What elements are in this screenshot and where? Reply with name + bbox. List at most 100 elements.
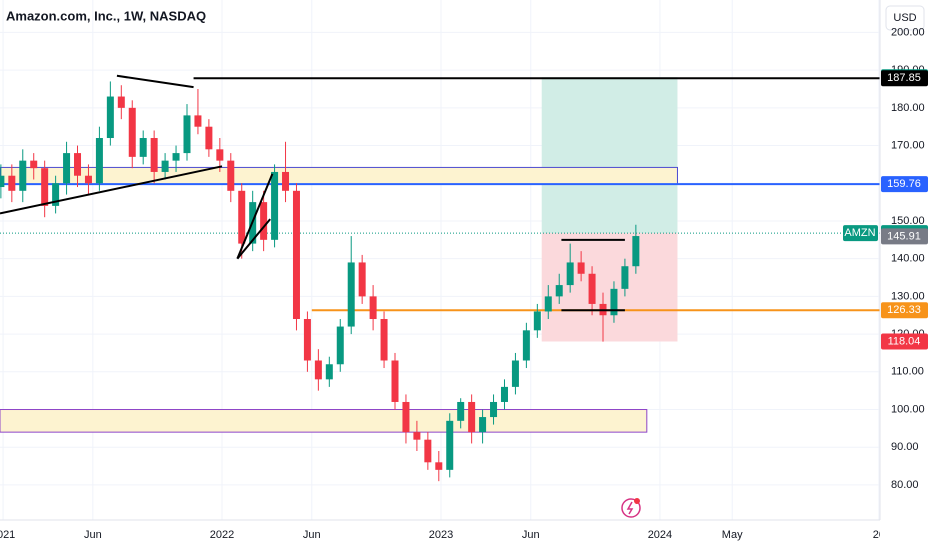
- candle-body: [380, 319, 388, 361]
- y-tick-label: 130.00: [891, 290, 925, 302]
- candle-body: [490, 401, 498, 418]
- candle-body: [303, 319, 311, 361]
- chart-title: Amazon.com, Inc., 1W, NASDAQ: [6, 8, 206, 23]
- candle-body: [194, 115, 202, 127]
- symbol-label-box: [843, 225, 878, 242]
- x-tick-label: Jun: [303, 529, 321, 541]
- plot-area: 2021Jun2022Jun2023Jun2024May20: [0, 0, 885, 541]
- candle-body: [84, 175, 92, 184]
- candle-body: [336, 326, 344, 365]
- candle-body: [63, 153, 71, 184]
- candle-body: [183, 115, 191, 154]
- candle-body: [216, 149, 224, 161]
- candle-body: [457, 401, 465, 421]
- y-tick-label: 110.00: [891, 366, 924, 378]
- candle-body: [205, 126, 213, 150]
- candle-body: [555, 285, 563, 297]
- candle-body: [435, 462, 443, 470]
- candle-body: [0, 175, 5, 188]
- candle-body: [325, 364, 333, 380]
- price-label: 126.33: [887, 304, 921, 316]
- price-label-box: [881, 333, 928, 350]
- y-tick-label: 170.00: [891, 139, 925, 151]
- candle-body: [161, 160, 169, 172]
- x-tick-label: Jun: [522, 529, 540, 541]
- candle-body: [117, 96, 125, 108]
- candle-body: [544, 296, 552, 312]
- candle-body: [52, 183, 60, 206]
- y-tick-label: 90.00: [891, 441, 919, 453]
- candle-body: [610, 288, 618, 316]
- y-tick-label: 140.00: [891, 253, 925, 265]
- candle-body: [588, 273, 596, 304]
- x-tick-label: May: [722, 529, 743, 541]
- currency-button[interactable]: [885, 5, 925, 31]
- price-label-box: [881, 228, 928, 245]
- trendline: [236, 173, 274, 260]
- candle-body: [468, 401, 476, 433]
- candle-body: [30, 160, 38, 169]
- candle-body: [446, 420, 454, 470]
- event-icon-bolt: [626, 501, 634, 515]
- candle-body: [522, 330, 530, 361]
- candle-body: [95, 138, 103, 184]
- trendline: [236, 218, 271, 260]
- candle-body: [238, 190, 246, 244]
- candle-body: [621, 266, 629, 289]
- price-label: 159.76: [887, 178, 921, 190]
- candle-body: [577, 262, 585, 274]
- x-tick-label: Jun: [84, 529, 102, 541]
- candle-body: [128, 107, 136, 157]
- candle-body: [227, 160, 235, 191]
- candle-body: [19, 160, 27, 191]
- zone: [0, 409, 648, 433]
- y-tick-label: 80.00: [891, 479, 919, 491]
- candle-body: [74, 153, 82, 176]
- candle-body: [358, 262, 366, 297]
- price-label: 187.85: [887, 72, 921, 84]
- price-label: 145.91: [887, 230, 921, 242]
- candle-body: [271, 171, 279, 240]
- candle-body: [139, 138, 147, 157]
- currency[interactable]: USD: [893, 12, 916, 24]
- candle-body: [260, 202, 268, 240]
- event-icon[interactable]: [621, 498, 641, 518]
- candle-body: [500, 386, 508, 402]
- event-dot: [634, 498, 640, 504]
- candle-body: [8, 175, 16, 191]
- candle-body: [566, 262, 574, 286]
- candle-body: [150, 138, 158, 172]
- trendline: [116, 74, 194, 89]
- x-tick-label: 2021: [0, 529, 15, 541]
- candle-body: [511, 360, 519, 387]
- price-label-box: [881, 176, 928, 193]
- candle-body: [41, 168, 49, 206]
- price-label-box: [881, 70, 928, 87]
- candle-body: [292, 190, 300, 320]
- candle-body: [314, 360, 322, 380]
- candle-body: [369, 296, 377, 320]
- candle-body: [479, 417, 487, 433]
- candle-body: [413, 432, 421, 440]
- candle-body: [172, 153, 180, 161]
- zone: [541, 233, 678, 342]
- symbol-label: AMZN: [844, 227, 875, 239]
- candle-body: [632, 236, 640, 267]
- candle-body: [402, 401, 410, 433]
- y-tick-label: 180.00: [891, 102, 925, 114]
- candle-body: [533, 311, 541, 331]
- y-tick-label: 200.00: [891, 26, 925, 38]
- x-tick-label: 2023: [429, 529, 453, 541]
- price-label-box: [881, 302, 928, 319]
- candle-body: [391, 360, 399, 402]
- x-tick-label: 2024: [648, 529, 672, 541]
- price-axis-panel: [880, 0, 932, 550]
- candle-body: [106, 96, 114, 139]
- trendline: [0, 165, 223, 215]
- y-tick-label: 150.00: [891, 215, 925, 227]
- y-tick-label: 100.00: [891, 403, 925, 415]
- price-label: 118.04: [888, 335, 921, 347]
- candle-body: [282, 171, 290, 191]
- zone: [541, 77, 678, 234]
